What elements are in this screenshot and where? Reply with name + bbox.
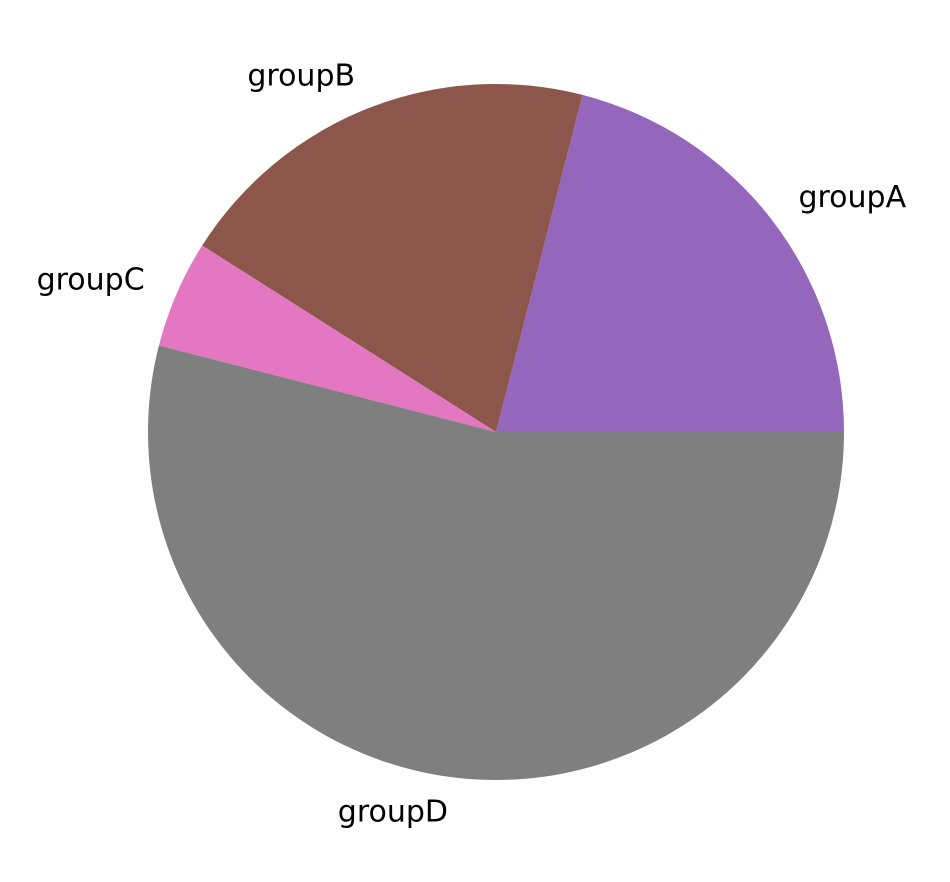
pie-slices [147,83,844,780]
pie-slice-groupC [158,245,496,432]
pie-label-groupB: groupB [247,59,355,94]
pie-label-groupD: groupD [338,794,448,829]
pie-slice-groupD [147,345,844,780]
pie-labels: groupA groupB groupC groupD [37,59,907,830]
pie-slice-groupB [202,83,583,432]
pie-slice-groupA [496,94,844,433]
pie-label-groupC: groupC [37,262,145,297]
pie-label-groupA: groupA [798,180,906,215]
